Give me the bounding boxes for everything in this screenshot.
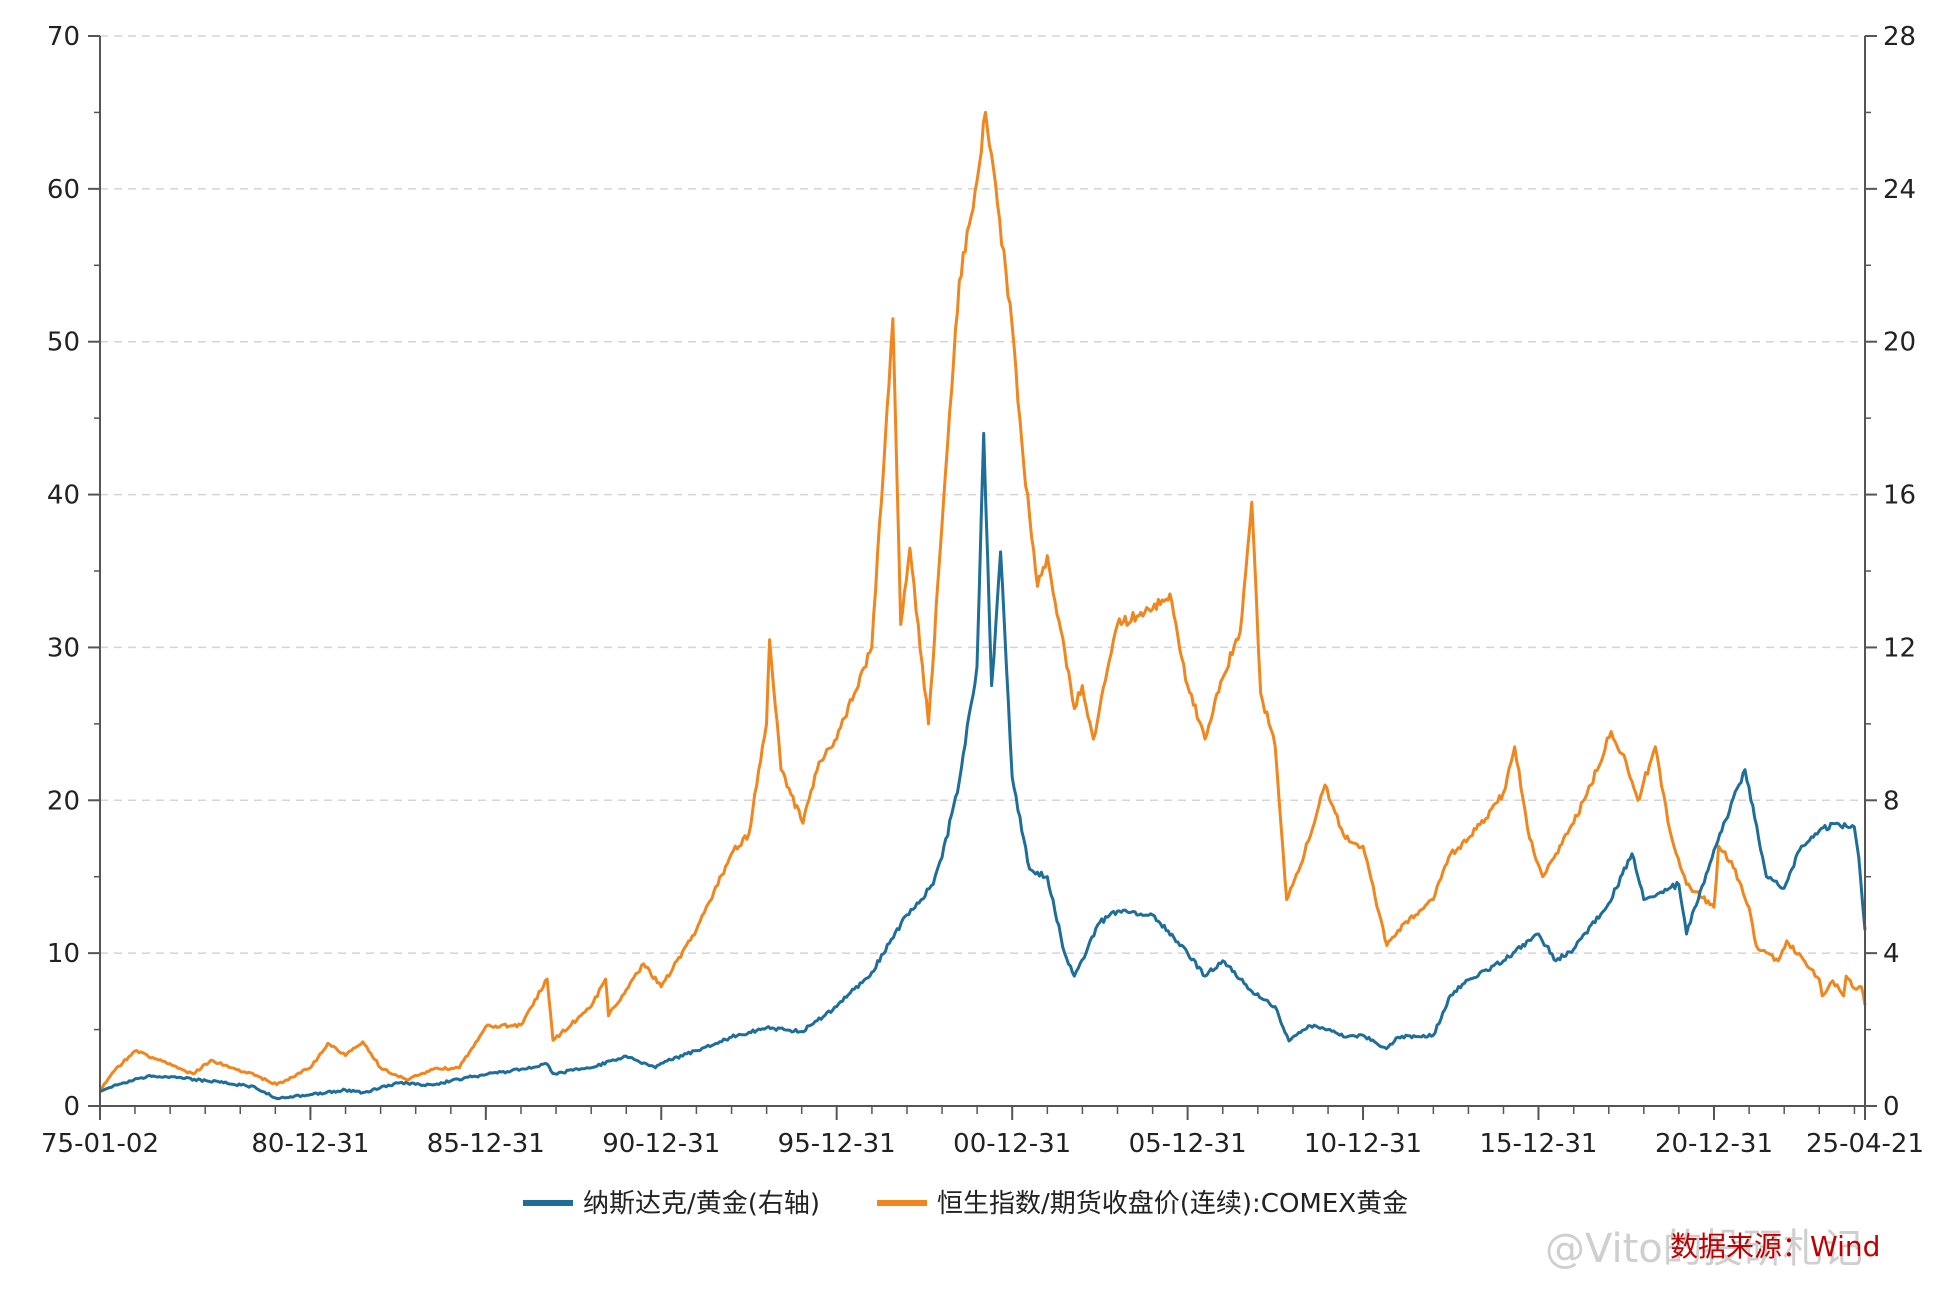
legend: 纳斯达克/黄金(右轴) 恒生指数/期货收盘价(连续):COMEX黄金 — [523, 1189, 1408, 1219]
x-tick-label: 90-12-31 — [602, 1129, 720, 1159]
x-tick-label: 75-01-02 — [41, 1129, 159, 1159]
left-tick-label: 20 — [47, 786, 80, 816]
left-axis-ticks: 0 10 20 30 40 50 60 70 — [47, 22, 100, 1122]
series-line-hsi-gold — [98, 110, 1867, 1092]
x-tick-label: 00-12-31 — [953, 1129, 1071, 1159]
series-line-nasdaq-gold — [99, 431, 1867, 1101]
left-tick-label: 30 — [47, 633, 80, 663]
gridlines — [100, 35, 1865, 954]
source-note: 数据来源：Wind — [1670, 1230, 1880, 1263]
left-tick-label: 40 — [47, 481, 80, 511]
legend-label-nasdaq-gold: 纳斯达克/黄金(右轴) — [583, 1189, 820, 1219]
right-tick-label: 4 — [1883, 939, 1900, 969]
right-tick-label: 8 — [1883, 786, 1900, 816]
legend-item-nasdaq-gold[interactable]: 纳斯达克/黄金(右轴) — [523, 1189, 820, 1219]
legend-label-hsi-gold: 恒生指数/期货收盘价(连续):COMEX黄金 — [937, 1189, 1408, 1219]
right-axis-ticks: 0 4 8 12 16 20 24 28 — [1865, 22, 1916, 1122]
x-tick-label: 05-12-31 — [1129, 1129, 1247, 1159]
right-tick-label: 28 — [1883, 22, 1916, 52]
x-axis-ticks: 75-01-02 80-12-31 85-12-31 90-12-31 95-12-31… — [41, 1106, 1924, 1159]
x-tick-label: 15-12-31 — [1479, 1129, 1597, 1159]
x-tick-label: 85-12-31 — [427, 1129, 545, 1159]
x-tick-label: 20-12-31 — [1655, 1129, 1773, 1159]
x-tick-label: 95-12-31 — [778, 1129, 896, 1159]
series-layer — [98, 110, 1867, 1101]
axes — [99, 36, 1866, 1107]
left-tick-label: 0 — [63, 1092, 80, 1122]
x-tick-label: 80-12-31 — [251, 1129, 369, 1159]
left-tick-label: 70 — [47, 22, 80, 52]
x-tick-label: 25-04-21 — [1806, 1129, 1924, 1159]
x-tick-label: 10-12-31 — [1304, 1129, 1422, 1159]
right-tick-label: 20 — [1883, 328, 1916, 358]
watermark: @Vito的投研札记 — [1545, 1226, 1863, 1272]
right-tick-label: 16 — [1883, 481, 1916, 511]
left-tick-label: 60 — [47, 175, 80, 205]
right-tick-label: 24 — [1883, 175, 1916, 205]
left-tick-label: 50 — [47, 328, 80, 358]
left-tick-label: 10 — [47, 939, 80, 969]
right-tick-label: 12 — [1883, 633, 1916, 663]
legend-item-hsi-gold[interactable]: 恒生指数/期货收盘价(连续):COMEX黄金 — [877, 1189, 1408, 1219]
right-tick-label: 0 — [1883, 1092, 1900, 1122]
